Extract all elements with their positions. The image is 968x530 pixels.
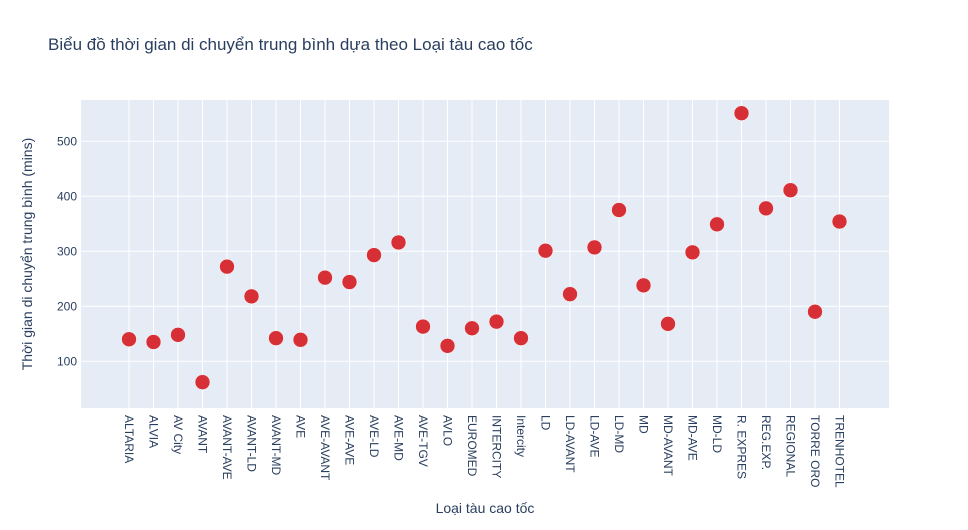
x-tick-label: LD-MD	[612, 415, 626, 453]
x-tick-label: AVANT	[196, 415, 210, 454]
data-point[interactable]	[268, 330, 284, 346]
data-point[interactable]	[488, 313, 505, 330]
y-tick-label: 300	[57, 244, 77, 258]
x-tick-label: EUROMED	[465, 415, 479, 477]
x-tick-label: MD-LD	[710, 415, 724, 453]
data-point[interactable]	[194, 374, 211, 390]
data-point[interactable]	[831, 213, 848, 230]
x-tick-label: INTERCITY	[490, 415, 504, 478]
data-point[interactable]	[537, 242, 554, 259]
data-point[interactable]	[782, 182, 799, 198]
x-tick-label: LD-AVE	[588, 415, 602, 457]
x-tick-label: LD	[539, 415, 553, 431]
x-tick-label: AVE-MD	[392, 415, 406, 461]
x-tick-label: AVE-TGV	[416, 415, 430, 467]
x-axis-label: Loại tàu cao tốc	[436, 500, 535, 516]
x-tick-label: AVE	[294, 415, 308, 438]
data-point[interactable]	[807, 304, 823, 320]
y-axis-label: Thời gian di chuyển trung bình (mins)	[19, 138, 35, 371]
x-tick-label: Intercity	[514, 415, 528, 457]
x-tick-label: MD-AVE	[686, 415, 700, 461]
data-point[interactable]	[562, 286, 578, 302]
data-point[interactable]	[439, 338, 456, 354]
y-tick-label: 400	[57, 189, 77, 203]
data-point[interactable]	[366, 247, 382, 263]
x-tick-label: TRENHOTEL	[833, 415, 847, 488]
x-tick-label: R. EXPRES	[735, 415, 749, 479]
x-axis-ticks: ALTARIA ALVIA AV City AVANT AVANT-AVE AVANT-L…	[122, 415, 847, 488]
data-point[interactable]	[758, 200, 774, 217]
data-points	[121, 105, 848, 390]
data-point[interactable]	[586, 239, 603, 256]
y-tick-label: 200	[57, 299, 77, 313]
data-point[interactable]	[292, 332, 309, 348]
x-tick-label: AVANT-LD	[245, 415, 259, 472]
y-axis-ticks: 100 200 300 400 500	[57, 134, 77, 368]
x-tick-label: AVLO	[441, 415, 455, 446]
x-tick-label: REG.EXP.	[759, 415, 773, 470]
data-point[interactable]	[513, 330, 529, 346]
data-point[interactable]	[243, 288, 260, 305]
data-point[interactable]	[709, 216, 725, 233]
x-tick-label: ALTARIA	[122, 415, 136, 463]
x-tick-label: LD-AVANT	[563, 415, 577, 473]
plot-area	[81, 100, 889, 408]
data-point[interactable]	[660, 316, 676, 332]
x-tick-label: AV City	[171, 415, 185, 454]
data-point[interactable]	[415, 318, 431, 335]
data-point[interactable]	[341, 274, 358, 290]
data-point[interactable]	[121, 331, 137, 347]
data-point[interactable]	[635, 277, 652, 294]
data-point[interactable]	[219, 258, 235, 275]
x-tick-label: AVANT-AVE	[220, 415, 234, 480]
data-point[interactable]	[317, 269, 333, 286]
x-tick-label: MD	[637, 415, 651, 434]
chart-title: Biểu đồ thời gian di chuyển trung bình d…	[48, 35, 533, 54]
y-tick-label: 100	[57, 354, 77, 368]
y-tick-label: 500	[57, 134, 77, 148]
data-point[interactable]	[390, 234, 407, 251]
x-tick-label: REGIONAL	[784, 415, 798, 477]
x-tick-label: ALVIA	[147, 415, 161, 448]
data-point[interactable]	[170, 327, 186, 343]
data-point[interactable]	[733, 105, 750, 121]
data-point[interactable]	[684, 244, 701, 261]
x-tick-label: MD-AVANT	[661, 415, 675, 477]
x-tick-label: AVE-LD	[367, 415, 381, 458]
x-tick-label: AVANT-MD	[269, 415, 283, 476]
x-tick-label: AVE-AVE	[343, 415, 357, 465]
data-point[interactable]	[611, 202, 627, 218]
data-point[interactable]	[464, 320, 480, 336]
x-tick-label: TORRE ORO	[808, 415, 822, 487]
x-tick-label: AVE-AVANT	[318, 415, 332, 481]
data-point[interactable]	[145, 334, 162, 350]
